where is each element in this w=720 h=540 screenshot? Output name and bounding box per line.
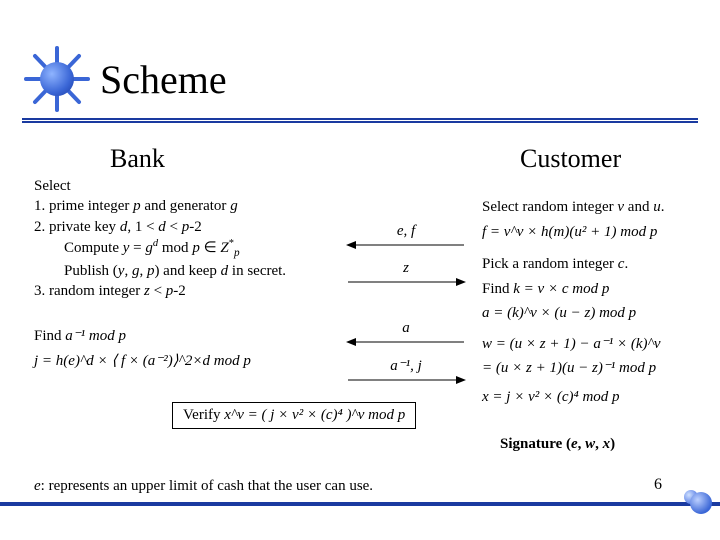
arrow-a-label: a [402,320,410,337]
footer-bar [0,502,720,506]
customer-block: Select random integer v and u. f = v^v ×… [482,196,720,410]
find-eq2: j = h(e)^d × ⟨ f × (a⁻²)⟩^2×d mod p [34,351,251,370]
arrow-left-icon [346,337,466,347]
footnote: e: represents an upper limit of cash tha… [34,478,373,495]
verify-label: Verify [183,407,221,423]
cust-f-eq: f = v^v × h(m)(u² + 1) mod p [482,221,720,244]
arrow-left-icon [346,240,466,250]
footer-ball-icon [690,492,712,514]
slide-logo [22,44,92,114]
cust-wu-eq: = (u × z + 1)(u − z)⁻¹ mod p [482,357,720,380]
bank-line2b: Compute y = gd mod p ∈ Z*p [34,237,334,261]
bank-block: Select 1. prime integer p and generator … [34,176,334,301]
bank-line2c: Publish (y, g, p) and keep d in secret. [34,261,334,281]
title-underline [22,118,698,123]
cust-a-eq: a = (k)^v × (u − z) mod p [482,302,720,325]
signature: Signature (e, w, x) [500,436,615,453]
cust-x-eq: x = j × v² × (c)⁴ mod p [482,386,720,409]
bank-line3: 3. random integer z < p-2 [34,281,334,301]
bank-line2: 2. private key d, 1 < d < p-2 [34,217,334,237]
arrow-z: z [346,260,466,287]
cust-select: Select random integer v and u. [482,196,720,219]
arrow-ef-label: e, f [397,223,415,240]
find-label: Find [34,328,62,344]
find-block: Find a⁻¹ mod p j = h(e)^d × ⟨ f × (a⁻²)⟩… [34,326,251,370]
bank-select: Select [34,176,334,196]
arrow-right-icon [346,277,466,287]
page-number: 6 [654,476,662,494]
bank-header: Bank [110,144,165,174]
arrow-z-label: z [403,260,409,277]
title-row: Scheme [22,44,698,114]
verify-box: Verify x^v = ( j × v² × (c)⁴ )^v mod p [172,402,416,429]
customer-header: Customer [520,144,621,174]
cust-w-eq: w = (u × z + 1) − a⁻¹ × (k)^v [482,333,720,356]
find-eq1: a⁻¹ mod p [65,328,126,344]
core-icon [40,62,74,96]
cust-pick: Pick a random integer c. [482,253,720,276]
page-title: Scheme [100,56,227,103]
arrow-a: a [346,320,466,347]
cust-find: Find k = v × c mod p [482,278,720,301]
arrow-ef: e, f [346,223,466,250]
arrow-right-icon [346,375,466,385]
arrow-ainvj-label: a⁻¹, j [390,356,422,375]
verify-eq: x^v = ( j × v² × (c)⁴ )^v mod p [224,407,405,423]
arrow-ainv-j: a⁻¹, j [346,356,466,385]
bank-line1: 1. prime integer p and generator g [34,196,334,216]
